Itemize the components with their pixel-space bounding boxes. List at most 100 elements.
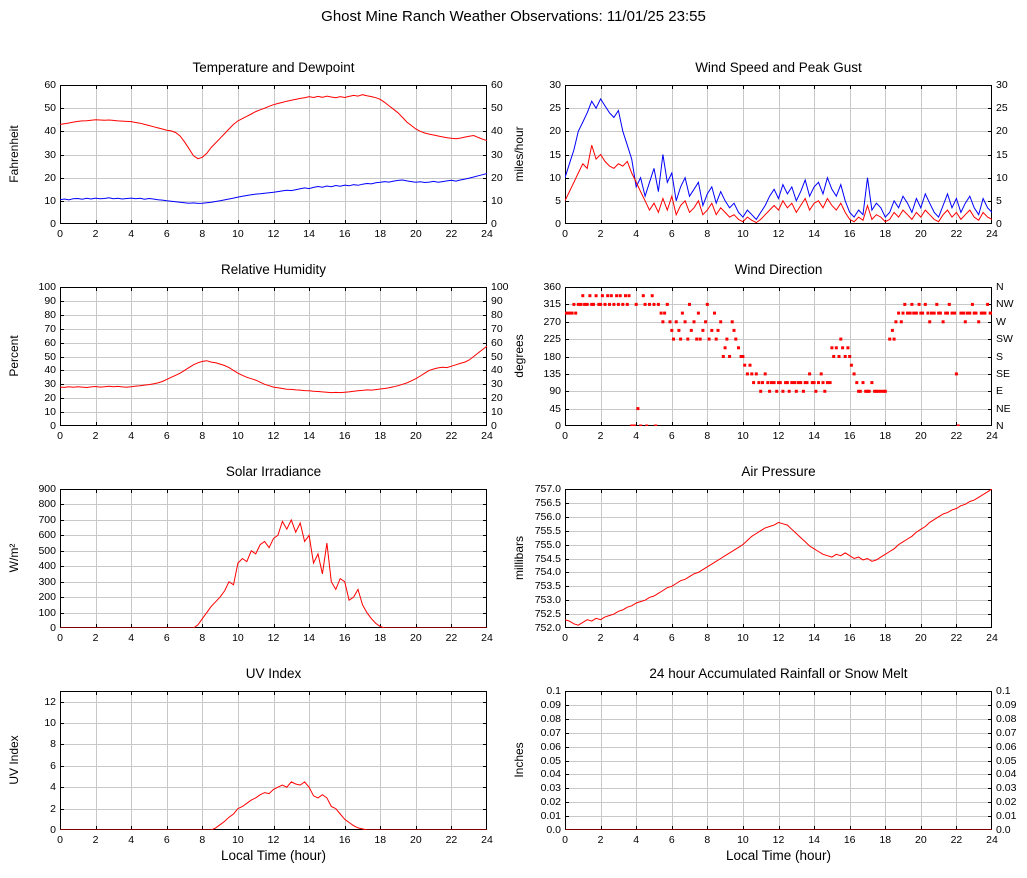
y-tick-label: 753.5 <box>534 580 561 593</box>
y-tick-label: 700 <box>38 513 56 526</box>
y-tick-label: 200 <box>38 591 56 604</box>
right-tick-label: 0.06 <box>996 740 1017 753</box>
x-tick-label: 0 <box>57 228 63 240</box>
x-tick-label: 24 <box>481 228 493 240</box>
x-tick-label: 24 <box>481 430 493 442</box>
y-tick-label: 0.05 <box>540 754 561 767</box>
y-tick-label: 40 <box>44 364 56 377</box>
y-tick-label: 0.01 <box>540 810 561 823</box>
y-tick-label: 755.0 <box>534 538 561 551</box>
plot-area <box>565 85 992 224</box>
x-tick-label: 24 <box>481 632 493 644</box>
y-tick-label: 12 <box>44 695 56 708</box>
right-tick-label: 0.05 <box>996 754 1017 767</box>
y-tick-label: 50 <box>44 350 56 363</box>
y-tick-label: 80 <box>44 308 56 321</box>
x-tick-label: 18 <box>374 430 387 442</box>
y-tick-label: 752.0 <box>534 622 561 634</box>
x-tick-label: 10 <box>737 228 749 240</box>
x-tick-label: 12 <box>772 430 785 442</box>
x-tick-label: 6 <box>668 430 675 442</box>
y-tick-label: 0 <box>50 218 56 230</box>
right-tick-label: 90 <box>491 294 503 307</box>
y-tick-label: 5 <box>555 194 561 207</box>
right-tick-label: 10 <box>491 406 503 419</box>
x-tick-label: 12 <box>267 430 280 442</box>
y-tick-label: 30 <box>44 378 56 391</box>
y-tick-label: 360 <box>543 281 561 293</box>
x-tick-label: 22 <box>950 834 963 846</box>
y-tick-label: 315 <box>543 298 561 311</box>
x-tick-label: 22 <box>950 228 963 240</box>
x-tick-label: 2 <box>597 228 604 240</box>
y-tick-label: 754.5 <box>534 552 561 565</box>
x-tick-label: 12 <box>772 632 785 644</box>
y-tick-label: 70 <box>44 322 56 335</box>
y-tick-label: 0.04 <box>540 768 561 781</box>
x-tick-label: 8 <box>199 430 206 442</box>
y-tick-label: 135 <box>543 367 561 380</box>
x-tick-label: 18 <box>879 632 892 644</box>
x-axis-label-right: Local Time (hour) <box>725 848 832 863</box>
x-tick-label: 22 <box>445 430 458 442</box>
y-tick-label: 100 <box>38 606 56 619</box>
x-tick-label: 16 <box>338 834 351 846</box>
y-tick-label: 754.0 <box>534 566 561 579</box>
right-tick-label: 10 <box>996 171 1008 184</box>
x-tick-label: 4 <box>633 430 640 442</box>
right-tick-label: S <box>996 350 1004 363</box>
x-tick-label: 0 <box>57 430 63 442</box>
x-tick-label: 4 <box>633 834 640 846</box>
x-tick-label: 18 <box>374 834 387 846</box>
y-tick-label: 0 <box>50 824 56 836</box>
y-tick-label: 40 <box>44 125 56 138</box>
x-tick-label: 8 <box>704 430 711 442</box>
plot-area <box>565 489 992 628</box>
y-tick-label: 755.5 <box>534 524 561 537</box>
x-tick-label: 8 <box>199 228 206 240</box>
right-tick-label: 5 <box>996 194 1002 207</box>
right-tick-label: 20 <box>491 171 503 184</box>
right-tick-label: 0.1 <box>996 685 1011 697</box>
y-tick-label: 15 <box>549 148 561 161</box>
y-tick-label: 270 <box>543 315 561 328</box>
x-tick-label: 20 <box>914 430 927 442</box>
y-tick-label: 25 <box>549 102 561 115</box>
right-tick-label: 60 <box>491 79 503 91</box>
right-tick-label: 0.07 <box>996 726 1017 739</box>
right-tick-label: 0.08 <box>996 712 1017 725</box>
x-tick-label: 16 <box>843 430 856 442</box>
x-tick-label: 10 <box>737 834 749 846</box>
x-tick-label: 24 <box>986 430 998 442</box>
y-tick-label: 50 <box>44 102 56 115</box>
x-tick-label: 14 <box>808 228 820 240</box>
y-tick-label: 20 <box>44 392 56 405</box>
chart-temperature-dewpoint: Temperature and Dewpoint Fahrenheit 0 10 2… <box>7 60 503 240</box>
y-tick-label: 0 <box>555 218 561 230</box>
y-tick-label: 0.07 <box>540 726 561 739</box>
x-tick-label: 8 <box>704 228 711 240</box>
y-tick-label: 8 <box>50 738 56 751</box>
x-tick-label: 4 <box>128 834 135 846</box>
y-tick-label: 20 <box>549 125 561 138</box>
y-tick-label: 600 <box>38 529 56 542</box>
x-tick-label: 12 <box>267 228 280 240</box>
right-tick-label: 20 <box>491 392 503 405</box>
x-tick-label: 12 <box>267 834 280 846</box>
right-tick-label: N <box>996 281 1004 293</box>
y-tick-label: 0.0 <box>546 824 561 836</box>
y-tick-label: 0.02 <box>540 796 561 809</box>
right-tick-label: 40 <box>491 364 503 377</box>
right-tick-label: 20 <box>996 125 1008 138</box>
right-tick-label: 0.01 <box>996 810 1017 823</box>
x-tick-label: 12 <box>772 834 785 846</box>
chart-wind-speed-gust: Wind Speed and Peak Gust miles/hour 0 5 10… <box>512 60 1008 240</box>
right-tick-label: 60 <box>491 336 503 349</box>
x-tick-label: 8 <box>704 632 711 644</box>
x-tick-label: 2 <box>597 430 604 442</box>
right-tick-label: SE <box>996 367 1011 380</box>
chart-solar-irradiance: Solar Irradiance W/m² 0 100 200 300 400 500 60… <box>7 464 493 644</box>
right-tick-label: 50 <box>491 350 503 363</box>
x-tick-label: 14 <box>303 430 315 442</box>
x-tick-label: 20 <box>409 430 422 442</box>
